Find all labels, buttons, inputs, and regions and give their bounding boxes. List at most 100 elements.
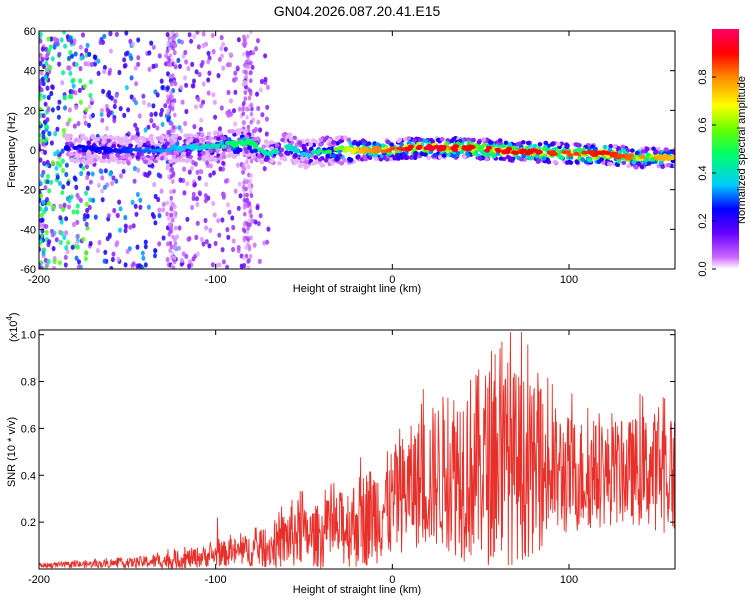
spectrogram-point [151, 103, 156, 109]
spectrogram-point [218, 130, 223, 136]
spectrogram-point [389, 146, 396, 151]
spectrogram-point [337, 146, 344, 151]
spectrogram-point [415, 146, 422, 151]
spectrogram-point [248, 208, 253, 214]
spectrogram-point [183, 133, 189, 138]
spectrogram-point [170, 57, 175, 63]
spectrogram-point [225, 62, 230, 68]
spectrogram-point [130, 199, 135, 205]
spectrogram-point [203, 143, 210, 148]
spectrogram-point [497, 144, 503, 149]
spectrogram-point [125, 50, 130, 56]
spectrogram-point [55, 174, 60, 180]
spectrogram-point [244, 106, 248, 112]
spectrogram-point [297, 140, 303, 145]
spectrogram-point [194, 234, 199, 240]
spectrogram-point [177, 125, 182, 131]
spectrogram-point [118, 227, 122, 233]
spectrogram-point [231, 238, 236, 244]
spectrogram-point [258, 127, 263, 133]
spectrogram-point [670, 155, 675, 160]
spectrogram-point [81, 158, 87, 164]
spectrogram-point [211, 200, 216, 207]
spectrogram-point [40, 217, 45, 223]
spectrogram-point [163, 156, 169, 161]
spectrogram-point [216, 218, 221, 224]
spectrogram-point [40, 172, 45, 178]
spectrogram-point [237, 106, 242, 112]
spectrogram-point [191, 195, 196, 201]
spectrogram-point [651, 146, 656, 151]
spectrogram-point [555, 141, 561, 147]
spectrogram-point [236, 37, 241, 43]
spectrogram-point [165, 165, 170, 171]
spectrogram-point [552, 159, 558, 165]
spectrogram-point [235, 130, 241, 136]
spectrogram-point [135, 191, 140, 198]
spectrogram-point [235, 65, 240, 71]
spectrogram-point [640, 149, 646, 154]
spectrogram-point [242, 100, 246, 106]
spectrogram-point [242, 263, 247, 269]
spectrogram-point [426, 144, 433, 148]
spectrogram-point [107, 90, 112, 96]
spectrogram-point [81, 236, 86, 242]
spectrogram-point [226, 137, 232, 142]
spectrogram-point [133, 203, 138, 209]
spectrogram-point [103, 168, 108, 174]
colorbar: 0.0 0.2 0.4 0.6 0.8 Normalized spectral ampl… [697, 29, 748, 277]
spectrogram-point [219, 46, 224, 52]
spectrogram-point [199, 62, 204, 68]
spectrogram-point [168, 248, 172, 254]
spectrogram-point [127, 156, 133, 161]
spectrogram-point [103, 134, 109, 140]
spectrogram-point [115, 240, 120, 246]
spectrogram-point [248, 91, 253, 97]
spectrogram-point [249, 102, 254, 108]
spectrogram-point [53, 131, 58, 137]
spectrogram-point [238, 127, 244, 133]
spectrogram-point [61, 70, 66, 76]
y-tick-label: 0.8 [21, 377, 36, 389]
spectrogram-point [122, 63, 127, 69]
spectrogram-point [265, 239, 270, 245]
spectrogram-point [245, 114, 249, 120]
spectrogram-point [41, 81, 46, 87]
spectrogram-point [151, 44, 156, 50]
spectrogram-point [40, 46, 45, 52]
spectrogram-point [161, 235, 166, 241]
spectrogram-point [242, 180, 246, 186]
spectrogram-point [553, 146, 559, 152]
spectrogram-point [62, 202, 67, 208]
spectrogram-point [64, 145, 70, 150]
spectrogram-point [173, 213, 177, 219]
colorbar-label: Normalized spectral amplitude [736, 76, 748, 224]
spectrogram-point [166, 241, 170, 247]
spectrogram-point [201, 157, 207, 162]
spectrogram-point [141, 255, 146, 261]
spectrogram-point [115, 148, 122, 153]
spectrogram-point [48, 64, 53, 71]
spectrogram-point [348, 157, 354, 162]
spectrogram-point [212, 157, 218, 162]
spectrogram-point [85, 174, 90, 181]
spectrogram-points [39, 31, 675, 269]
spectrogram-point [170, 173, 174, 179]
spectrogram-point [127, 147, 134, 152]
spectrogram-point [249, 60, 253, 66]
spectrogram-point [667, 150, 672, 155]
spectrogram-point [255, 91, 259, 97]
spectrogram-point [339, 161, 344, 166]
spectrogram-point [221, 160, 226, 166]
spectrogram-point [112, 103, 117, 110]
spectrogram-point [220, 247, 225, 253]
spectrogram-point [140, 250, 145, 256]
spectrogram-point [244, 186, 248, 192]
spectrogram-point [39, 60, 43, 67]
spectrogram-point [60, 148, 65, 154]
spectrogram-point [318, 142, 323, 147]
spectrogram-point [259, 159, 265, 165]
spectrogram-point [137, 113, 142, 119]
spectrogram-point [242, 255, 246, 261]
spectrogram-point [219, 140, 224, 146]
